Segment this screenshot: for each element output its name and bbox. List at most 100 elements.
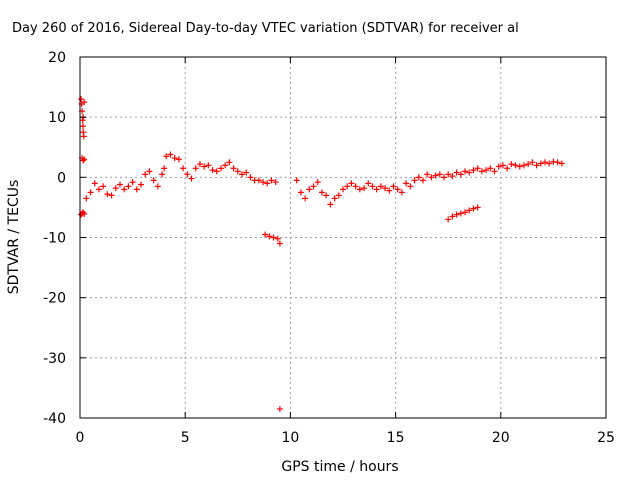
data-points (78, 96, 565, 412)
data-point (432, 172, 439, 179)
data-point (495, 163, 502, 170)
data-point (297, 189, 304, 196)
data-point (327, 201, 334, 208)
data-point (369, 183, 376, 190)
data-point (163, 153, 170, 160)
x-tick-label: 0 (76, 430, 85, 446)
data-point (79, 123, 86, 130)
data-point (470, 205, 477, 212)
data-point (302, 195, 309, 202)
data-point (453, 169, 460, 176)
y-tick-label: -20 (43, 291, 66, 307)
data-point (150, 177, 157, 184)
data-point (499, 162, 506, 169)
data-point (382, 185, 389, 192)
data-point (462, 209, 469, 216)
data-point (310, 183, 317, 190)
data-point (314, 179, 321, 186)
data-point (474, 204, 481, 211)
data-point (268, 177, 275, 184)
data-point (293, 177, 300, 184)
data-point (161, 165, 168, 172)
data-point (344, 183, 351, 190)
data-point (142, 171, 149, 178)
data-point (167, 151, 174, 158)
data-point (512, 162, 519, 169)
data-point (78, 96, 85, 103)
data-point (445, 171, 452, 178)
x-tick-label: 25 (597, 430, 615, 446)
x-axis-label: GPS time / hours (281, 459, 398, 475)
data-point (188, 175, 195, 182)
y-tick-label: 10 (48, 110, 66, 126)
data-point (508, 161, 515, 168)
data-point (138, 181, 145, 188)
data-point (222, 162, 229, 169)
data-point (348, 180, 355, 187)
data-point (81, 211, 88, 218)
data-point (112, 185, 119, 192)
data-point (457, 171, 464, 178)
data-point (266, 233, 273, 240)
data-point (483, 167, 490, 174)
data-point (205, 162, 212, 169)
plot-frame (79, 56, 607, 419)
data-point (365, 180, 372, 187)
y-axis-label: SDTVAR / TECUs (6, 180, 22, 295)
data-point (213, 168, 220, 175)
data-point (243, 169, 250, 176)
data-point (398, 189, 405, 196)
data-point (335, 192, 342, 199)
data-point (318, 189, 325, 196)
data-point (108, 192, 115, 199)
data-point (390, 183, 397, 190)
x-tick-label: 10 (281, 430, 299, 446)
data-point (352, 183, 359, 190)
data-point (116, 181, 123, 188)
data-point (356, 186, 363, 193)
data-point (262, 231, 269, 238)
y-tick-label: 0 (57, 170, 66, 186)
data-point (201, 163, 208, 170)
data-point (445, 216, 452, 223)
data-point (255, 177, 262, 184)
data-point (466, 169, 473, 176)
data-point (550, 158, 557, 165)
data-point (129, 179, 136, 186)
data-point (533, 162, 540, 169)
data-point (424, 171, 431, 178)
data-point (83, 195, 90, 202)
data-point (373, 186, 380, 193)
data-point (453, 211, 460, 218)
data-point (487, 165, 494, 172)
y-tick-label: -30 (43, 351, 66, 367)
data-point (184, 171, 191, 178)
data-point (79, 117, 86, 124)
data-point (419, 177, 426, 184)
data-point (239, 171, 246, 178)
data-point (125, 183, 132, 190)
data-point (217, 165, 224, 172)
data-point (449, 173, 456, 180)
data-point (478, 168, 485, 175)
data-point (504, 165, 511, 172)
data-point (260, 179, 267, 186)
data-point (411, 177, 418, 184)
data-point (516, 163, 523, 170)
data-point (270, 234, 277, 241)
axis-ticks: 0 5 10 15 20 25 20 10 0 -10 -20 -30 -40 (43, 50, 615, 446)
data-point (377, 183, 384, 190)
data-point (80, 133, 87, 140)
data-point (415, 174, 422, 181)
data-point (474, 165, 481, 172)
data-point (133, 186, 140, 193)
data-point (272, 179, 279, 186)
y-tick-label: 20 (48, 50, 66, 66)
chart-title: Day 260 of 2016, Sidereal Day-to-day VTE… (12, 21, 519, 36)
data-point (104, 191, 111, 198)
data-point (171, 155, 178, 162)
data-point (323, 192, 330, 199)
data-point (234, 168, 241, 175)
data-point (340, 186, 346, 193)
